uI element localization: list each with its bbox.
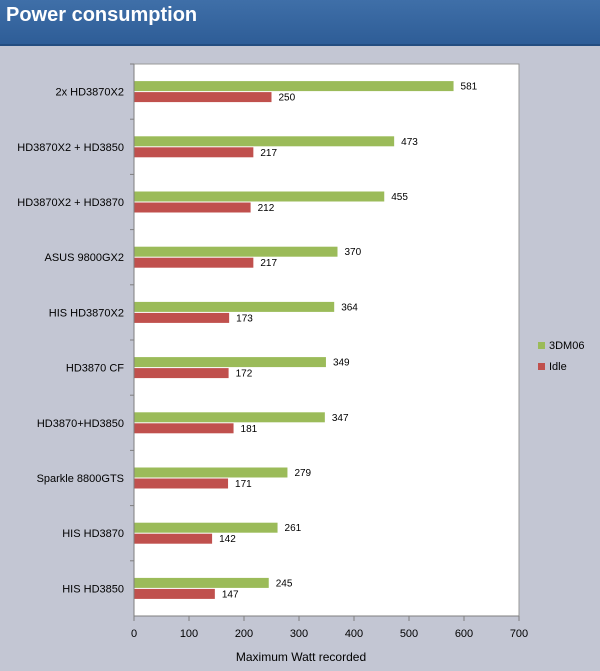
x-tick-label: 600 [455,628,473,640]
category-label: HIS HD3870X2 [49,307,124,319]
data-label-3dm06: 455 [391,192,408,203]
bar-idle [134,478,229,489]
bar-3dm06 [134,357,326,368]
category-label: ASUS 9800GX2 [45,252,125,264]
bar-idle [134,202,251,213]
data-label-3dm06: 581 [461,82,478,93]
bar-idle [134,312,230,323]
data-label-idle: 181 [241,424,258,435]
bar-idle [134,368,229,379]
title-bar: Power consumption [0,0,600,46]
category-label: HD3870X2 + HD3850 [17,142,124,154]
bar-idle [134,588,215,599]
category-label: HIS HD3870 [62,528,124,540]
x-tick-label: 200 [235,628,253,640]
power-consumption-chart: 2x HD3870X2 HD3870X2 + HD3850 HD3870X2 + H… [17,63,584,664]
x-axis-title: Maximum Watt recorded [236,650,366,664]
legend-swatch-3dm06 [538,342,545,349]
category-label: HIS HD3850 [62,583,124,595]
bar-3dm06 [134,522,278,533]
bar-idle [134,257,254,268]
data-label-idle: 212 [258,203,275,214]
data-label-idle: 147 [222,589,239,600]
category-label: HD3870X2 + HD3870 [17,197,124,209]
bar-3dm06 [134,81,454,92]
legend-label-idle: Idle [549,361,567,373]
bar-3dm06 [134,467,288,478]
legend-label-3dm06: 3DM06 [549,340,584,352]
page-title: Power consumption [6,4,198,26]
data-label-idle: 171 [235,479,252,490]
x-tick-label: 400 [345,628,363,640]
data-label-idle: 142 [219,534,236,545]
data-label-3dm06: 261 [285,523,302,534]
data-label-3dm06: 279 [294,468,311,479]
data-label-3dm06: 473 [401,137,418,148]
data-label-idle: 172 [236,369,253,380]
data-label-idle: 173 [236,313,253,324]
data-label-3dm06: 347 [332,413,349,424]
x-tick-label: 300 [290,628,308,640]
category-label: HD3870 CF [66,363,124,375]
legend-swatch-idle [538,363,545,370]
data-label-3dm06: 370 [345,247,362,258]
data-label-idle: 250 [279,93,296,104]
category-label: 2x HD3870X2 [56,87,125,99]
bar-3dm06 [134,246,338,257]
data-label-idle: 217 [260,258,277,269]
x-tick-label: 500 [400,628,418,640]
bar-idle [134,92,272,103]
data-label-idle: 217 [260,148,277,159]
data-label-3dm06: 349 [333,358,350,369]
bar-3dm06 [134,301,335,312]
x-tick-label: 0 [131,628,137,640]
plot-area [133,63,520,617]
bar-3dm06 [134,191,385,202]
bar-idle [134,423,234,434]
bar-3dm06 [134,136,395,147]
x-tick-label: 700 [510,628,528,640]
data-label-3dm06: 245 [276,578,293,589]
category-label: HD3870+HD3850 [37,418,124,430]
data-label-3dm06: 364 [341,302,358,313]
bar-idle [134,147,254,158]
x-tick-label: 100 [180,628,198,640]
category-label: Sparkle 8800GTS [37,473,124,485]
bar-idle [134,533,213,544]
bar-3dm06 [134,577,269,588]
bar-3dm06 [134,412,325,423]
